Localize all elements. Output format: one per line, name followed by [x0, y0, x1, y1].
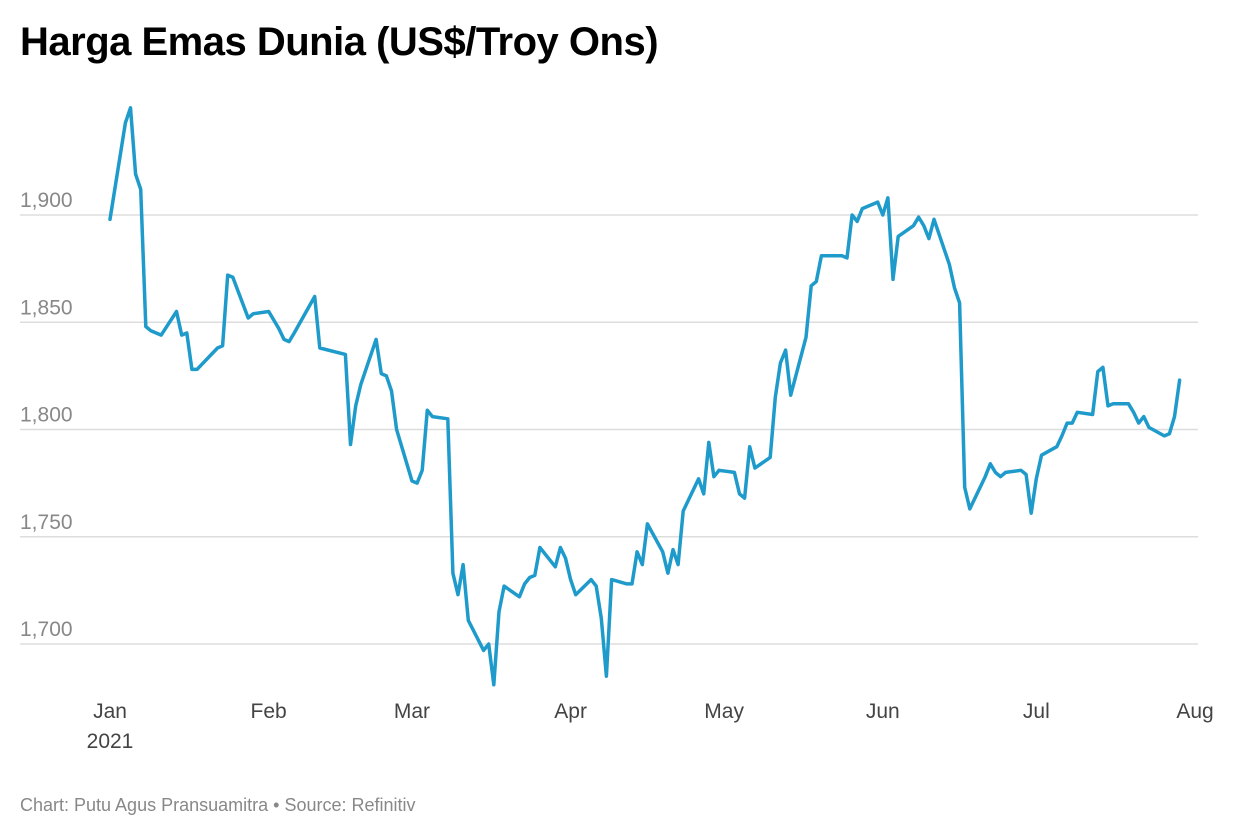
x-tick-label: Jun [866, 700, 900, 723]
x-tick-label: Feb [251, 700, 287, 723]
y-tick-label: 1,800 [20, 404, 73, 427]
x-tick-label: Apr [554, 700, 587, 723]
y-tick-label: 1,850 [20, 296, 73, 319]
x-tick-sublabel: 2021 [87, 730, 134, 753]
x-axis: Jan 2021 Feb Mar Apr May Jun Jul Aug [87, 700, 1214, 753]
gold-price-chart: 1,700 1,750 1,800 1,850 1,900 Jan 2021 Feb Mar A… [20, 106, 1214, 753]
x-tick-label: May [704, 700, 744, 723]
footer-separator: • [273, 795, 280, 815]
y-tick-label: 1,900 [20, 189, 73, 212]
gridlines [20, 214, 1198, 645]
y-tick-label: 1,700 [20, 618, 73, 641]
x-tick-label: Mar [394, 700, 430, 723]
x-tick-label: Jul [1023, 700, 1050, 723]
y-tick-label: 1,750 [20, 511, 73, 534]
y-axis: 1,700 1,750 1,800 1,850 1,900 [20, 189, 73, 641]
chart-credit: Chart: Putu Agus Pransuamitra [20, 795, 269, 815]
x-tick-label: Aug [1176, 700, 1213, 723]
chart-title: Harga Emas Dunia (US$/Troy Ons) [20, 20, 659, 64]
chart-footer: Chart: Putu Agus Pransuamitra • Source: … [20, 795, 416, 816]
series-line-gold-price [108, 106, 1182, 687]
x-tick-label: Jan [93, 700, 127, 723]
chart-source: Source: Refinitiv [284, 795, 416, 815]
